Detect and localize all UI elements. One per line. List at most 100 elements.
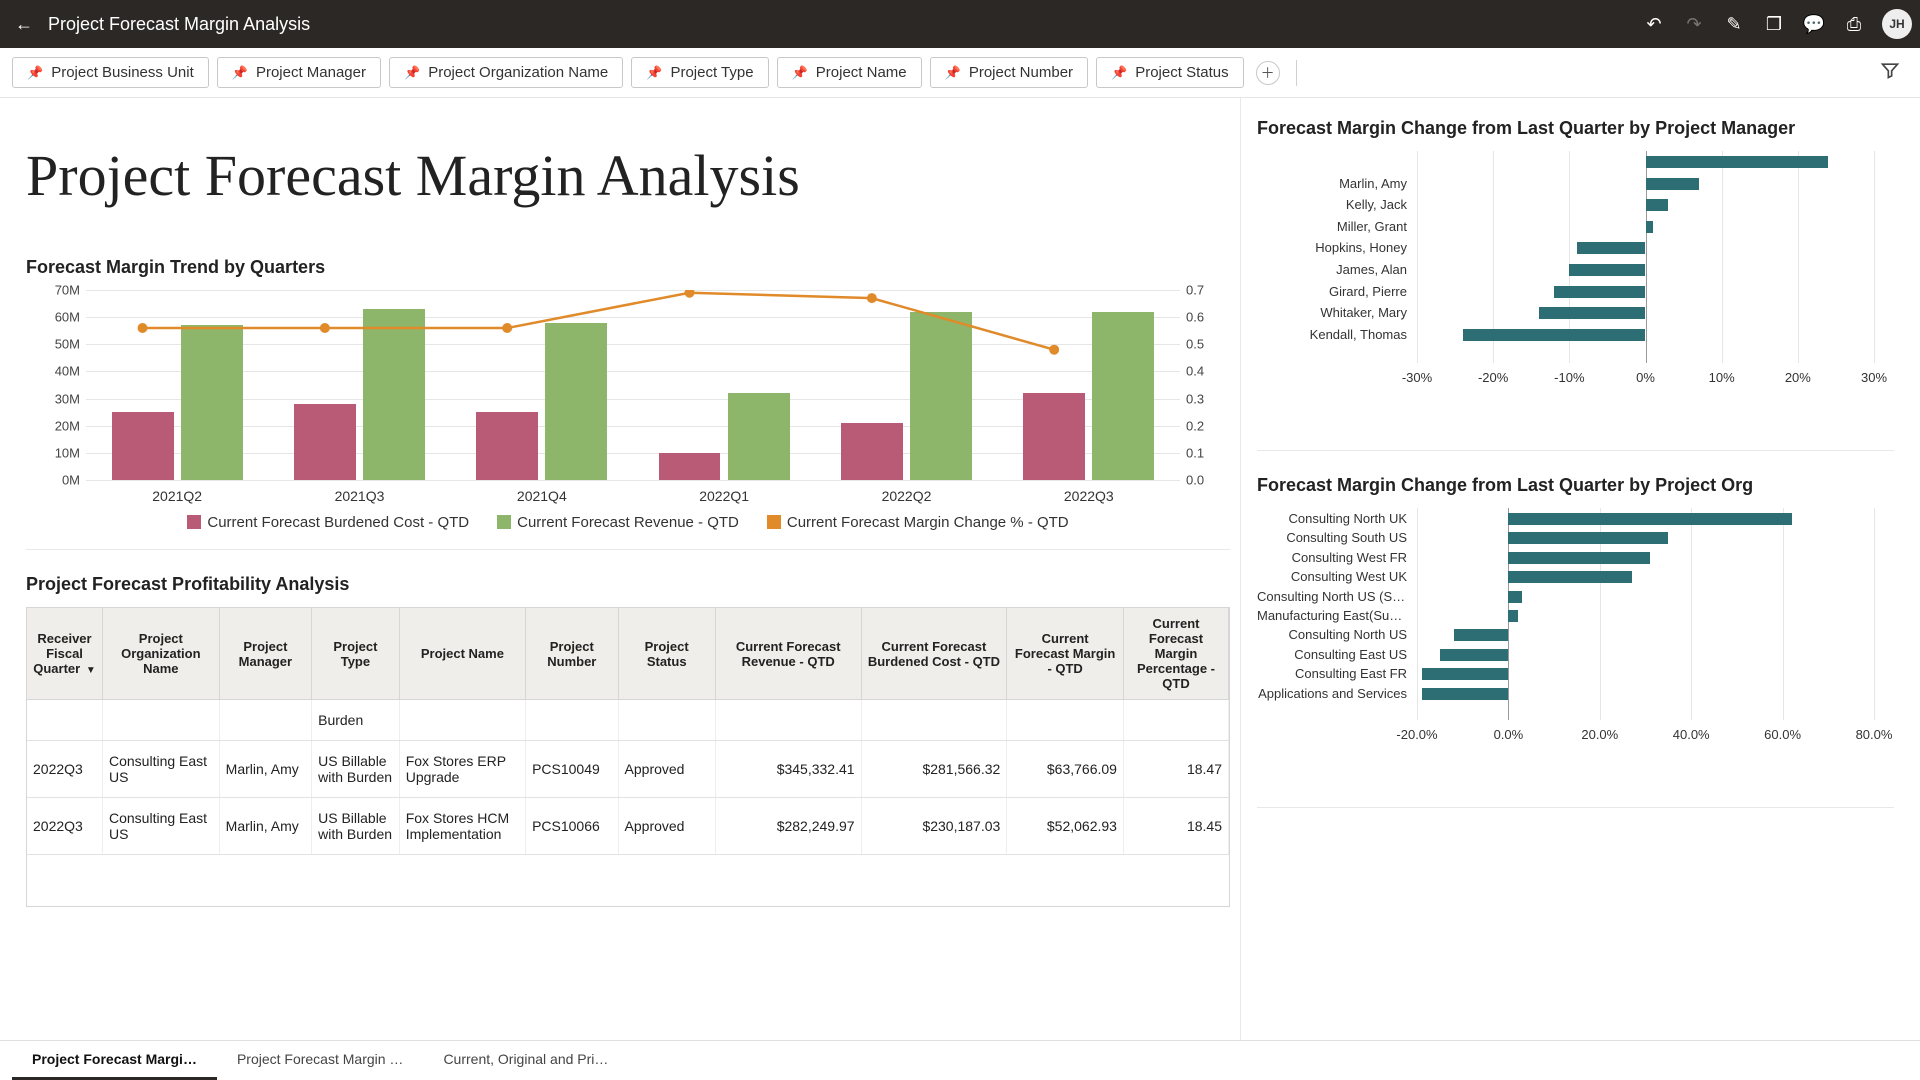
hbar-bar bbox=[1646, 221, 1654, 233]
filter-chip[interactable]: 📌Project Name bbox=[777, 57, 922, 88]
x-tick: -20.0% bbox=[1396, 727, 1437, 742]
table-cell: 18.45 bbox=[1124, 798, 1229, 854]
table-header[interactable]: Current Forecast Margin - QTD bbox=[1007, 608, 1124, 699]
filter-chip[interactable]: 📌Project Manager bbox=[217, 57, 381, 88]
table-header[interactable]: Current Forecast Burdened Cost - QTD bbox=[862, 608, 1008, 699]
filter-toggle-icon[interactable] bbox=[1872, 56, 1908, 89]
edit-icon[interactable]: ✎ bbox=[1714, 14, 1754, 35]
table-row[interactable]: Burden bbox=[27, 700, 1229, 741]
add-filter-button[interactable]: ＋ bbox=[1256, 61, 1280, 85]
filter-label: Project Business Unit bbox=[51, 64, 194, 81]
table-header[interactable]: Project Organization Name bbox=[103, 608, 220, 699]
table-cell: $345,332.41 bbox=[716, 741, 862, 797]
table-header[interactable]: Receiver Fiscal Quarter ▼ bbox=[27, 608, 103, 699]
cost-bar bbox=[476, 412, 538, 480]
y-left-tick: 70M bbox=[28, 283, 80, 298]
hbar-bar bbox=[1463, 329, 1646, 341]
x-tick: -30% bbox=[1402, 370, 1432, 385]
filter-label: Project Manager bbox=[256, 64, 366, 81]
table-header[interactable]: Project Name bbox=[400, 608, 526, 699]
y-left-tick: 40M bbox=[28, 364, 80, 379]
table-cell: Fox Stores ERP Upgrade bbox=[400, 741, 526, 797]
filter-chip[interactable]: 📌Project Number bbox=[930, 57, 1088, 88]
hbar-bar bbox=[1646, 156, 1829, 168]
bookmark-icon[interactable]: ❐ bbox=[1754, 14, 1794, 35]
pin-icon: 📌 bbox=[1111, 65, 1127, 81]
table-row[interactable]: 2022Q3Consulting East USMarlin, AmyUS Bi… bbox=[27, 798, 1229, 855]
table-cell: Marlin, Amy bbox=[220, 741, 312, 797]
table-cell: $282,249.97 bbox=[716, 798, 862, 854]
filter-chip[interactable]: 📌Project Type bbox=[631, 57, 768, 88]
y-right-tick: 0.4 bbox=[1186, 364, 1226, 379]
filter-chip[interactable]: 📌Project Organization Name bbox=[389, 57, 623, 88]
x-tick: 10% bbox=[1709, 370, 1735, 385]
undo-icon[interactable]: ↶ bbox=[1634, 14, 1674, 35]
table-header[interactable]: Current Forecast Revenue - QTD bbox=[716, 608, 862, 699]
page-title-bar: Project Forecast Margin Analysis bbox=[48, 14, 310, 35]
table-cell bbox=[619, 700, 716, 740]
table-cell bbox=[526, 700, 618, 740]
table-cell: Approved bbox=[619, 798, 716, 854]
table-cell: 2022Q3 bbox=[27, 741, 103, 797]
table-cell bbox=[103, 700, 220, 740]
filter-label: Project Status bbox=[1135, 64, 1228, 81]
export-icon[interactable]: ⎙ bbox=[1834, 14, 1874, 35]
sheet-tab[interactable]: Current, Original and Pri… bbox=[423, 1041, 628, 1080]
user-avatar[interactable]: JH bbox=[1882, 9, 1912, 39]
page-heading: Project Forecast Margin Analysis bbox=[26, 142, 1230, 209]
x-category: 2022Q1 bbox=[633, 488, 815, 504]
table-header[interactable]: Project Number bbox=[526, 608, 618, 699]
hbar-row: Consulting East US bbox=[1417, 647, 1874, 661]
hbar-bar bbox=[1508, 571, 1631, 583]
table-header[interactable]: Project Type bbox=[312, 608, 400, 699]
hbar-bar bbox=[1454, 629, 1509, 641]
hbar-label: Girard, Pierre bbox=[1257, 284, 1407, 299]
x-tick: -20% bbox=[1478, 370, 1508, 385]
hbar-row: Manufacturing East(Supre… bbox=[1417, 608, 1874, 622]
table-header[interactable]: Project Status bbox=[619, 608, 716, 699]
table-cell: Consulting East US bbox=[103, 798, 220, 854]
hbar-bar bbox=[1577, 242, 1646, 254]
filter-chip[interactable]: 📌Project Business Unit bbox=[12, 57, 209, 88]
x-tick: -10% bbox=[1554, 370, 1584, 385]
hbar-org-title: Forecast Margin Change from Last Quarter… bbox=[1257, 475, 1894, 496]
table-cell: $63,766.09 bbox=[1007, 741, 1124, 797]
hbar-row: Girard, Pierre bbox=[1417, 284, 1874, 299]
hbar-label: Marlin, Amy bbox=[1257, 176, 1407, 191]
y-right-tick: 0.5 bbox=[1186, 337, 1226, 352]
table-header[interactable]: Current Forecast Margin Percentage - QTD bbox=[1124, 608, 1229, 699]
x-category: 2022Q2 bbox=[815, 488, 997, 504]
table-cell: $281,566.32 bbox=[862, 741, 1008, 797]
filter-label: Project Type bbox=[670, 64, 753, 81]
hbar-label: Consulting West UK bbox=[1257, 569, 1407, 584]
profitability-table: Receiver Fiscal Quarter ▼Project Organiz… bbox=[26, 607, 1230, 907]
y-left-tick: 50M bbox=[28, 337, 80, 352]
sheet-tab[interactable]: Project Forecast Margi… bbox=[12, 1041, 217, 1080]
table-header[interactable]: Project Manager bbox=[220, 608, 312, 699]
x-category: 2021Q2 bbox=[86, 488, 268, 504]
filter-label: Project Name bbox=[816, 64, 907, 81]
hbar-row: Whitaker, Mary bbox=[1417, 305, 1874, 320]
table-row[interactable]: 2022Q3Consulting East USMarlin, AmyUS Bi… bbox=[27, 741, 1229, 798]
revenue-bar bbox=[728, 393, 790, 480]
cost-bar bbox=[659, 453, 721, 480]
cost-bar bbox=[112, 412, 174, 480]
hbar-label: Miller, Grant bbox=[1257, 219, 1407, 234]
redo-icon[interactable]: ↷ bbox=[1674, 14, 1714, 35]
x-tick: 80.0% bbox=[1856, 727, 1893, 742]
hbar-label: Consulting North UK bbox=[1257, 511, 1407, 526]
x-tick: 60.0% bbox=[1764, 727, 1801, 742]
comment-icon[interactable]: 💬 bbox=[1794, 14, 1834, 35]
filter-label: Project Organization Name bbox=[428, 64, 608, 81]
hbar-bar bbox=[1646, 199, 1669, 211]
hbar-row: Hopkins, Honey bbox=[1417, 240, 1874, 255]
cost-bar bbox=[294, 404, 356, 480]
sheet-tab[interactable]: Project Forecast Margin … bbox=[217, 1041, 424, 1080]
back-button[interactable]: ← bbox=[8, 14, 40, 35]
filter-chip[interactable]: 📌 Project Status bbox=[1096, 57, 1244, 88]
table-cell bbox=[1007, 700, 1124, 740]
x-category: 2021Q4 bbox=[451, 488, 633, 504]
revenue-bar bbox=[545, 323, 607, 480]
hbar-row: Consulting West UK bbox=[1417, 569, 1874, 583]
legend-cost: Current Forecast Burdened Cost - QTD bbox=[207, 514, 469, 531]
